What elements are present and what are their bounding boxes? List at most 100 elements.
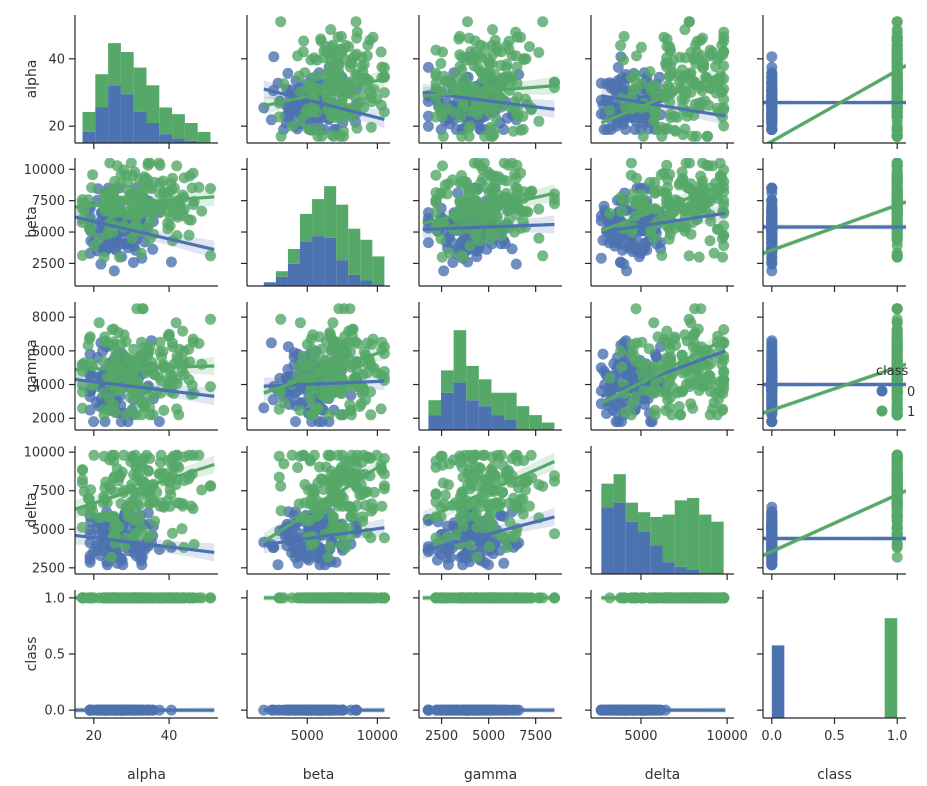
panel-content bbox=[763, 158, 906, 277]
scatter-point-class-0 bbox=[90, 539, 102, 551]
scatter-point-class-1 bbox=[205, 381, 216, 393]
regression-line-class-1 bbox=[422, 459, 556, 522]
scatter-point-class-0 bbox=[766, 373, 778, 385]
scatter-point-class-1 bbox=[891, 516, 903, 528]
panel-content bbox=[75, 449, 216, 571]
scatter-point-class-0 bbox=[84, 348, 96, 360]
histogram-bar-class-0 bbox=[613, 502, 626, 574]
scatter-point-class-1 bbox=[656, 130, 668, 142]
scatter-point-class-1 bbox=[378, 62, 390, 74]
scatter-point-class-1 bbox=[891, 354, 903, 366]
scatter-point-class-1 bbox=[314, 461, 325, 473]
scatter-point-class-1 bbox=[196, 205, 208, 217]
scatter-point-class-1 bbox=[475, 176, 487, 188]
scatter-point-class-0 bbox=[766, 506, 778, 518]
scatter-point-class-1 bbox=[171, 449, 183, 461]
scatter-point-class-1 bbox=[464, 105, 476, 117]
scatter-point-class-0 bbox=[422, 120, 434, 132]
histogram-bar-class-1 bbox=[95, 74, 109, 108]
histogram-bar-class-1 bbox=[348, 228, 361, 275]
scatter-point-class-1 bbox=[660, 404, 672, 416]
scatter-point-class-1 bbox=[344, 303, 356, 315]
scatter-point-class-1 bbox=[644, 176, 656, 188]
histogram-bar-class-0 bbox=[638, 531, 651, 574]
scatter-point-class-0 bbox=[766, 364, 778, 376]
scatter-point-class-1 bbox=[340, 40, 352, 51]
histogram-bar-class-1 bbox=[336, 204, 349, 261]
histogram-bar-class-0 bbox=[324, 237, 337, 286]
scatter-point-class-1 bbox=[154, 177, 166, 189]
scatter-point-class-0 bbox=[603, 381, 615, 393]
scatter-point-class-1 bbox=[325, 71, 337, 83]
scatter-point-class-1 bbox=[630, 303, 642, 315]
panel-delta-vs-class bbox=[757, 446, 906, 580]
panel-content bbox=[763, 303, 906, 428]
scatter-point-class-1 bbox=[661, 57, 673, 69]
scatter-point-class-1 bbox=[324, 475, 336, 487]
scatter-point-class-1 bbox=[322, 551, 334, 563]
scatter-point-class-1 bbox=[697, 62, 709, 74]
panel-alpha-vs-beta bbox=[241, 15, 390, 149]
panel-beta-vs-delta bbox=[585, 158, 734, 292]
histogram-bar-class-1 bbox=[711, 521, 724, 574]
panel-alpha-vs-gamma bbox=[413, 15, 562, 149]
scatter-point-class-1 bbox=[637, 130, 649, 142]
scatter-point-class-0 bbox=[766, 230, 778, 242]
panel-beta-vs-gamma bbox=[413, 158, 562, 292]
scatter-point-class-1 bbox=[717, 251, 729, 263]
scatter-point-class-1 bbox=[378, 480, 390, 492]
y-tick-label: 2500 bbox=[32, 561, 65, 576]
scatter-point-class-1 bbox=[340, 460, 352, 472]
scatter-point-class-1 bbox=[378, 468, 390, 480]
scatter-point-class-1 bbox=[691, 35, 703, 47]
scatter-point-class-1 bbox=[316, 130, 328, 142]
scatter-point-class-1 bbox=[294, 450, 306, 462]
scatter-point-class-0 bbox=[282, 341, 294, 353]
histogram-bar-class-1 bbox=[312, 199, 325, 237]
scatter-point-class-1 bbox=[328, 335, 340, 347]
scatter-point-class-1 bbox=[183, 473, 195, 485]
histogram-bar-class-0 bbox=[372, 284, 385, 286]
scatter-point-class-1 bbox=[891, 330, 903, 342]
scatter-point-class-1 bbox=[677, 367, 689, 379]
scatter-point-class-1 bbox=[487, 123, 499, 135]
scatter-point-class-1 bbox=[503, 214, 515, 226]
regression-line-class-1 bbox=[75, 462, 215, 511]
scatter-point-class-1 bbox=[680, 221, 692, 233]
scatter-point-class-1 bbox=[503, 35, 515, 47]
scatter-point-class-0 bbox=[442, 559, 454, 571]
scatter-point-class-1 bbox=[683, 313, 695, 325]
scatter-point-class-1 bbox=[275, 313, 287, 325]
histogram-bar-class-0 bbox=[360, 280, 373, 286]
scatter-point-class-1 bbox=[315, 473, 327, 485]
scatter-point-class-1 bbox=[153, 158, 165, 169]
scatter-point-class-1 bbox=[718, 120, 730, 132]
scatter-point-class-1 bbox=[88, 449, 100, 461]
scatter-point-class-1 bbox=[149, 369, 161, 381]
scatter-point-class-0 bbox=[766, 88, 778, 100]
scatter-point-class-1 bbox=[891, 404, 903, 416]
scatter-point-class-1 bbox=[115, 498, 127, 510]
panel-content bbox=[75, 158, 216, 277]
scatter-point-class-1 bbox=[294, 317, 306, 329]
scatter-point-class-1 bbox=[205, 480, 216, 492]
scatter-point-class-1 bbox=[533, 203, 545, 215]
scatter-point-class-0 bbox=[595, 108, 607, 120]
scatter-point-class-1 bbox=[308, 83, 320, 95]
scatter-point-class-1 bbox=[656, 250, 668, 261]
panel-class-vs-alpha: 20 400.00.51.0 bbox=[44, 590, 218, 744]
histogram-bar-class-0 bbox=[108, 85, 121, 143]
histogram-bar-class-1 bbox=[197, 131, 211, 143]
scatter-point-class-0 bbox=[84, 556, 96, 568]
scatter-point-class-1 bbox=[704, 235, 716, 247]
scatter-point-class-1 bbox=[660, 354, 672, 366]
scatter-point-class-1 bbox=[109, 516, 121, 528]
scatter-point-class-1 bbox=[333, 500, 344, 512]
scatter-point-class-1 bbox=[604, 372, 616, 384]
scatter-point-class-1 bbox=[462, 183, 473, 194]
histogram-bar-class-0 bbox=[95, 107, 109, 143]
scatter-point-class-1 bbox=[463, 197, 475, 209]
scatter-point-class-1 bbox=[171, 160, 183, 172]
scatter-point-class-1 bbox=[511, 61, 523, 73]
scatter-point-class-1 bbox=[718, 220, 730, 232]
